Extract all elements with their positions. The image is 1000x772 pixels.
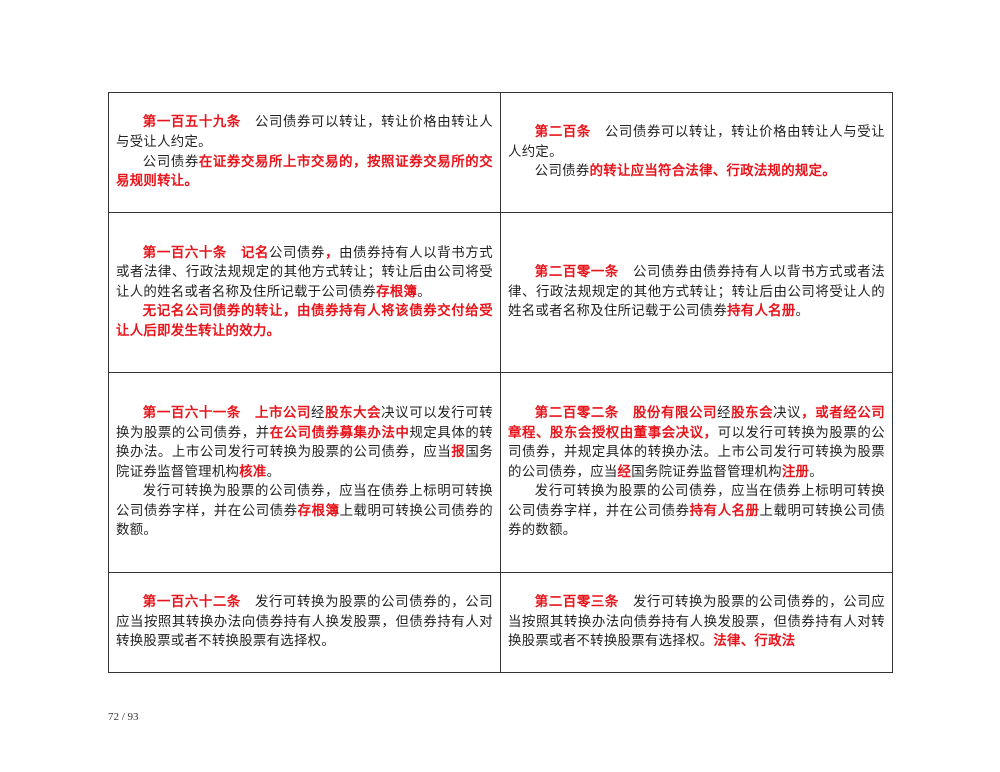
highlighted-text: ，或者经公司章程、股东会授权由董事会决议，	[508, 404, 885, 441]
highlighted-text: 持有人名册	[727, 303, 796, 320]
article-paragraph: 发行可转换为股票的公司债券，应当在债券上标明可转换公司债券字样，并在公司债券存根…	[116, 482, 493, 541]
text-segment	[619, 406, 633, 421]
highlighted-text: 在证券交易所上市交易的，按照证券交易所的交易规则转让。	[116, 153, 493, 190]
article-paragraph: 第二百零一条 公司债券由债券持有人以背书方式或者法律、行政法规规定的其他方式转让…	[508, 263, 885, 322]
table-row: 第一百六十条 记名公司债券，由债券持有人以背书方式或者法律、行政法规规定的其他方…	[108, 212, 893, 373]
text-segment: 国务院证券监督管理机构	[631, 464, 782, 480]
text-segment: 发行可转换为股票的公司债券，应当在债券上标明可转换公司债券字样，并在公司债券	[116, 484, 493, 519]
text-segment: 发行可转换为股票的公司债券的，公司应当按照其转换办法向债券持有人换发股票，但债券…	[508, 595, 885, 650]
text-segment: 上载明可转换公司债券的数额。	[116, 503, 493, 539]
old-law-cell: 第一百六十一条 上市公司经股东大会决议可以发行可转换为股票的公司债券，并在公司债…	[108, 372, 501, 573]
table-row: 第一百六十一条 上市公司经股东大会决议可以发行可转换为股票的公司债券，并在公司债…	[108, 372, 893, 573]
old-law-cell: 第一百六十条 记名公司债券，由债券持有人以背书方式或者法律、行政法规规定的其他方…	[108, 212, 501, 373]
highlighted-text: 经	[617, 463, 632, 480]
text-segment: 。	[266, 464, 281, 480]
highlighted-text: 第一百六十二条	[142, 594, 241, 611]
highlighted-text: 的转让应当符合法律、行政法规的规定。	[589, 163, 836, 180]
text-segment: 发行可转换为股票的公司债券的，公司应当按照其转换办法向债券持有人换发股票，但债券…	[116, 595, 493, 650]
highlighted-text: 第一百五十九条	[142, 114, 241, 131]
highlighted-text: 第一百六十一条	[142, 404, 241, 421]
highlighted-text: 存根簿	[297, 502, 340, 519]
highlighted-text: 第一百六十条	[142, 244, 227, 261]
text-segment: 发行可转换为股票的公司债券，应当在债券上标明可转换公司债券字样，并在公司债券	[508, 484, 885, 519]
highlighted-text: 核准	[239, 463, 267, 480]
text-segment: 由债券持有人以背书方式或者法律、行政法规规定的其他方式转让；转让后由公司将受让人…	[116, 245, 493, 300]
text-segment	[241, 406, 255, 421]
text-segment: 。	[795, 304, 810, 320]
text-segment: 公司债券可以转让，转让价格由转让人与受让人约定。	[508, 125, 885, 160]
text-segment: 公司债券由债券持有人以背书方式或者法律、行政法规规定的其他方式转让；转让后由公司…	[508, 265, 885, 320]
highlighted-text: 在公司债券募集办法中	[269, 424, 410, 441]
highlighted-text: ，	[325, 244, 340, 261]
new-law-cell: 第二百零三条 发行可转换为股票的公司债券的，公司应当按照其转换办法向债券持有人换…	[500, 572, 893, 673]
highlighted-text: 报	[451, 444, 466, 461]
highlighted-text: 股东会	[731, 404, 774, 421]
article-paragraph: 发行可转换为股票的公司债券，应当在债券上标明可转换公司债券字样，并在公司债券持有…	[508, 482, 885, 541]
highlighted-text: 记名	[240, 244, 269, 261]
highlighted-text: 股东大会	[325, 404, 382, 421]
highlighted-text: 无记名公司债券的转让，由债券持有人将该债券交付给受让人后即发生转让的效力。	[116, 303, 493, 339]
highlighted-text: 上市公司	[254, 404, 312, 421]
highlighted-text: 注册	[781, 463, 810, 480]
text-segment: 经	[717, 405, 732, 421]
text-segment: 决议	[773, 405, 802, 421]
article-paragraph: 第二百零三条 发行可转换为股票的公司债券的，公司应当按照其转换办法向债券持有人换…	[508, 593, 885, 652]
text-segment: 公司债券	[269, 245, 326, 261]
text-segment: 决议可以发行可转换为股票的公司债券，并	[116, 405, 493, 441]
highlighted-text: 存根簿	[376, 283, 418, 300]
page-number: 72 / 93	[108, 711, 139, 723]
text-segment: 。	[417, 284, 431, 300]
text-segment	[227, 246, 241, 261]
text-segment: 国务院证券监督管理机构	[116, 445, 493, 480]
highlighted-text: 持有人名册	[689, 502, 760, 519]
highlighted-text: 股份有限公司	[632, 404, 718, 421]
highlighted-text: 第二百零三条	[534, 594, 619, 611]
text-segment: 公司债券	[142, 154, 199, 170]
article-paragraph: 第一百六十二条 发行可转换为股票的公司债券的，公司应当按照其转换办法向债券持有人…	[116, 593, 493, 652]
text-segment: 规定具体的转换办法。上市公司发行可转换为股票的公司债券，应当	[116, 425, 493, 461]
highlighted-text: 法律、行政法	[713, 633, 796, 650]
text-segment: 公司债券	[534, 164, 590, 180]
article-paragraph: 第一百五十九条 公司债券可以转让，转让价格由转让人与受让人约定。	[116, 113, 493, 152]
article-paragraph: 第二百条 公司债券可以转让，转让价格由转让人与受让人约定。	[508, 123, 885, 162]
text-segment: 经	[311, 405, 326, 421]
table-row: 第一百五十九条 公司债券可以转让，转让价格由转让人与受让人约定。 公司债券在证券交…	[108, 92, 893, 213]
law-comparison-table: 第一百五十九条 公司债券可以转让，转让价格由转让人与受让人约定。 公司债券在证券交…	[108, 92, 893, 673]
new-law-cell: 第二百零二条 股份有限公司经股东会决议，或者经公司章程、股东会授权由董事会决议，…	[500, 372, 893, 573]
old-law-cell: 第一百六十二条 发行可转换为股票的公司债券的，公司应当按照其转换办法向债券持有人…	[108, 572, 501, 673]
highlighted-text: 第二百零二条	[534, 404, 619, 421]
article-paragraph: 公司债券的转让应当符合法律、行政法规的规定。	[508, 162, 885, 182]
highlighted-text: 第二百零一条	[534, 264, 619, 281]
article-paragraph: 第一百六十一条 上市公司经股东大会决议可以发行可转换为股票的公司债券，并在公司债…	[116, 404, 493, 482]
old-law-cell: 第一百五十九条 公司债券可以转让，转让价格由转让人与受让人约定。 公司债券在证券交…	[108, 92, 501, 213]
text-segment: 。	[809, 464, 823, 480]
article-paragraph: 第二百零二条 股份有限公司经股东会决议，或者经公司章程、股东会授权由董事会决议，…	[508, 404, 885, 482]
text-segment: 可以发行可转换为股票的公司债券，并规定具体的转换办法。上市公司发行可转换为股票的…	[508, 425, 886, 480]
text-segment: 公司债券可以转让，转让价格由转让人与受让人约定。	[116, 115, 493, 150]
new-law-cell: 第二百零一条 公司债券由债券持有人以背书方式或者法律、行政法规规定的其他方式转让…	[500, 212, 893, 373]
table-row: 第一百六十二条 发行可转换为股票的公司债券的，公司应当按照其转换办法向债券持有人…	[108, 572, 893, 673]
text-segment: 上载明可转换公司债券的数额。	[508, 503, 886, 539]
new-law-cell: 第二百条 公司债券可以转让，转让价格由转让人与受让人约定。 公司债券的转让应当符合…	[500, 92, 893, 213]
article-paragraph: 无记名公司债券的转让，由债券持有人将该债券交付给受让人后即发生转让的效力。	[116, 302, 493, 341]
article-paragraph: 第一百六十条 记名公司债券，由债券持有人以背书方式或者法律、行政法规规定的其他方…	[116, 244, 493, 303]
article-paragraph: 公司债券在证券交易所上市交易的，按照证券交易所的交易规则转让。	[116, 153, 493, 192]
highlighted-text: 第二百条	[534, 124, 591, 141]
